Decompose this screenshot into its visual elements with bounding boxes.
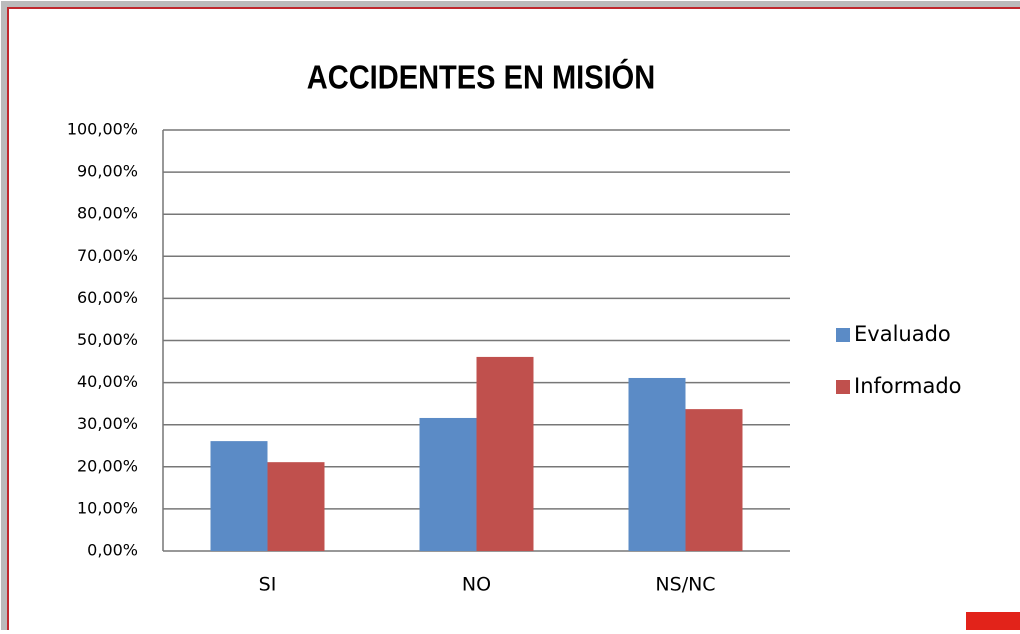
y-tick-label: 10,00% [77, 498, 138, 517]
y-tick-label: 50,00% [77, 330, 138, 349]
y-tick-label: 70,00% [77, 246, 138, 265]
bar [628, 377, 686, 551]
y-tick-label: 60,00% [77, 288, 138, 307]
corner-mark [966, 612, 1020, 634]
legend-label: Informado [854, 374, 962, 398]
bar [210, 441, 268, 551]
y-tick-label: 100,00% [67, 120, 138, 139]
x-tick-label: NS/NC [655, 574, 715, 596]
legend-label: Evaluado [854, 322, 951, 346]
y-tick-label: 20,00% [77, 456, 138, 475]
y-tick-label: 30,00% [77, 414, 138, 433]
y-tick-label: 0,00% [87, 541, 138, 560]
bar [267, 462, 325, 551]
y-tick-label: 40,00% [77, 372, 138, 391]
bar [476, 356, 534, 551]
y-tick-label: 80,00% [77, 204, 138, 223]
chart-title: ACCIDENTES EN MISIÓN [307, 58, 655, 96]
x-tick-label: SI [259, 574, 277, 596]
legend-swatch [836, 328, 850, 342]
y-tick-label: 90,00% [77, 162, 138, 181]
x-tick-label: NO [462, 574, 491, 596]
legend-swatch [836, 380, 850, 394]
bar [685, 409, 743, 551]
frame [7, 7, 1020, 634]
bar [419, 417, 477, 551]
